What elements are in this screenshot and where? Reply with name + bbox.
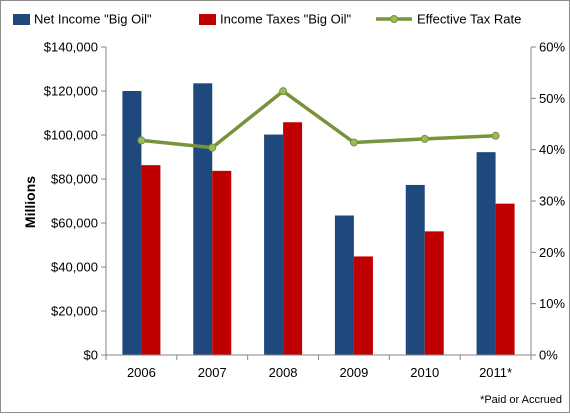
legend-marker-effective-tax-rate: [390, 15, 398, 23]
legend-label-income-taxes: Income Taxes "Big Oil": [220, 12, 351, 27]
y-right-tick-label: 60%: [539, 40, 565, 55]
x-tick-label: 2010: [410, 365, 439, 380]
y-left-tick-label: $0: [84, 348, 98, 363]
effective-tax-rate-point: [137, 136, 146, 145]
y-left-tick-label: $80,000: [51, 172, 98, 187]
y-right-tick-label: 20%: [539, 245, 565, 260]
effective-tax-rate-point: [279, 87, 288, 96]
y-right-tick-label: 40%: [539, 142, 565, 157]
y-right-tick-label: 30%: [539, 194, 565, 209]
y-axis-right: 0% 10% 20% 30% 40% 50% 60%: [530, 40, 565, 363]
x-axis: 2006 2007 2008 2009 2010 2011*: [105, 354, 532, 380]
bar-income-taxes: [353, 256, 373, 355]
legend-label-effective-tax-rate: Effective Tax Rate: [417, 12, 521, 27]
bar-net-income: [405, 184, 425, 355]
y-left-tick-label: $140,000: [44, 40, 98, 55]
bar-income-taxes: [283, 122, 303, 356]
effective-tax-rate-point: [491, 131, 500, 140]
y-axis-title: Millions: [22, 176, 38, 228]
legend-swatch-net-income: [13, 14, 30, 25]
effective-tax-rate-point: [208, 143, 217, 152]
bar-net-income: [334, 215, 354, 355]
y-right-tick-label: 0%: [539, 348, 558, 363]
bar-income-taxes: [141, 165, 161, 355]
x-tick-label: 2008: [269, 365, 298, 380]
effective-tax-rate-point: [349, 138, 358, 147]
y-axis-left: $0 $20,000 $40,000 $60,000 $80,000 $100,000 $1…: [44, 40, 107, 363]
bar-net-income: [476, 152, 496, 355]
y-left-tick-label: $60,000: [51, 216, 98, 231]
y-left-tick-label: $40,000: [51, 260, 98, 275]
effective-tax-rate-line: [141, 89, 496, 150]
bar-income-taxes: [212, 170, 232, 355]
y-right-tick-label: 50%: [539, 91, 565, 106]
bar-net-income: [122, 91, 142, 355]
bar-income-taxes: [424, 231, 444, 355]
y-right-tick-label: 10%: [539, 296, 565, 311]
x-tick-label: 2007: [198, 365, 227, 380]
bars: [122, 83, 515, 356]
y-left-tick-label: $120,000: [44, 84, 98, 99]
legend-label-net-income: Net Income "Big Oil": [34, 12, 152, 27]
y-left-tick-label: $20,000: [51, 304, 98, 319]
bar-income-taxes: [495, 203, 515, 355]
footnote: *Paid or Accrued: [480, 394, 562, 406]
y-left-tick-label: $100,000: [44, 128, 98, 143]
effective-tax-rate-point: [420, 134, 429, 143]
line-series: [137, 87, 500, 152]
x-tick-label: 2009: [339, 365, 368, 380]
legend-swatch-income-taxes: [199, 14, 216, 25]
x-tick-label: 2006: [127, 365, 156, 380]
bar-net-income: [264, 134, 284, 355]
legend: Net Income "Big Oil" Income Taxes "Big Oi…: [13, 12, 521, 27]
bar-net-income: [193, 83, 213, 356]
x-tick-label: 2011*: [479, 365, 512, 380]
